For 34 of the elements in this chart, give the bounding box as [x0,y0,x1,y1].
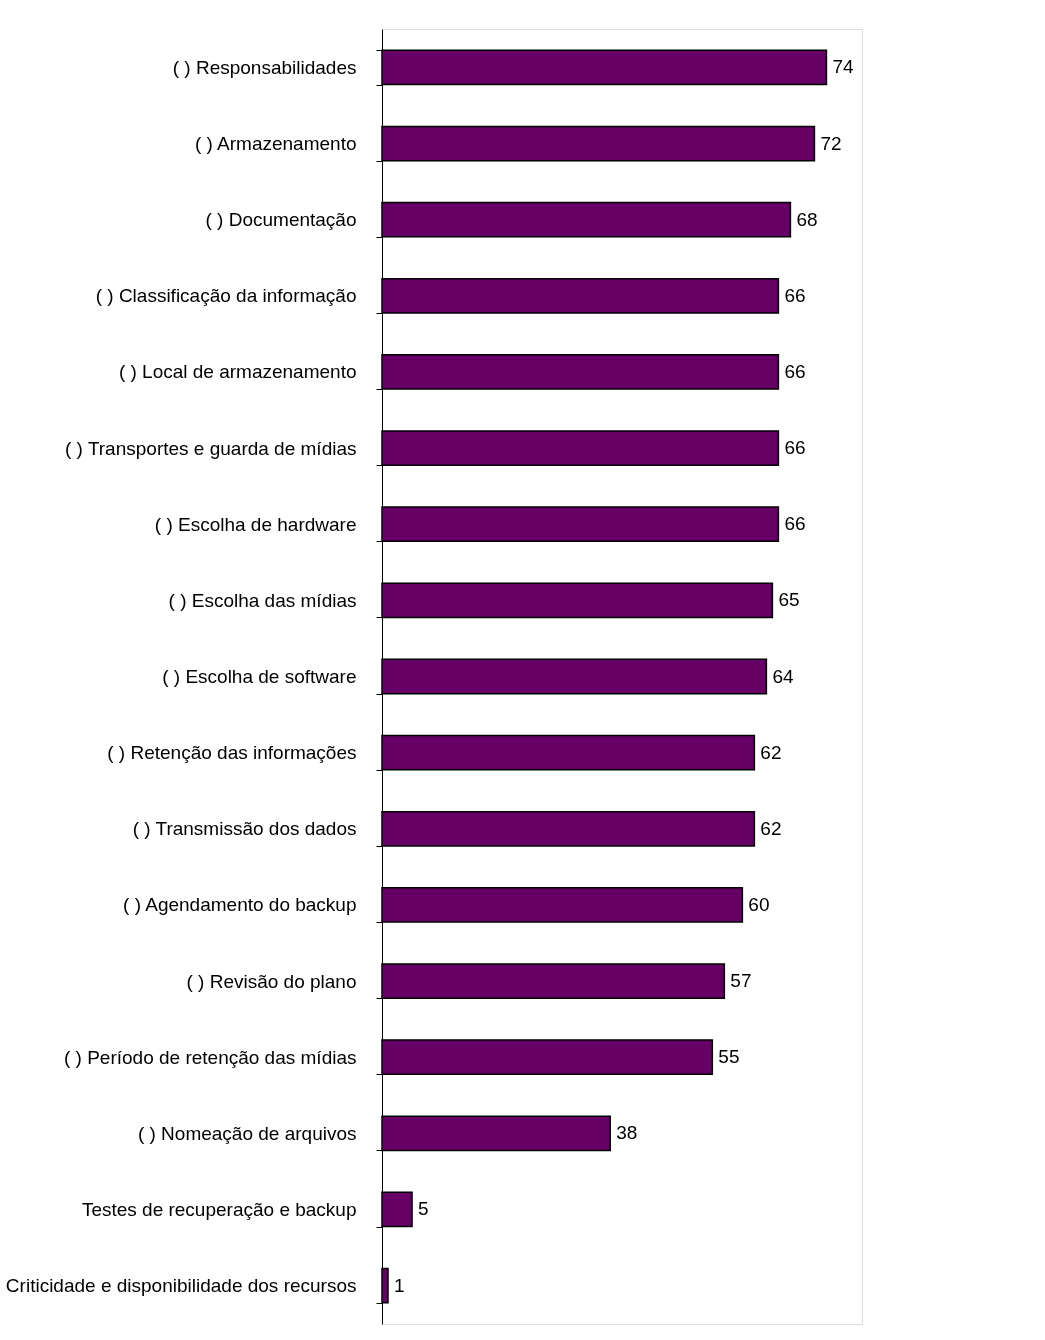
y-tick-label: Criticidade e disponibilidade dos recursos [5,1275,357,1297]
y-tick-label: Testes de recuperação e backup [81,1198,357,1220]
data-label: 5 [418,1198,429,1220]
data-label: 1 [394,1274,405,1296]
data-label: 68 [796,208,818,230]
y-tick-label: ( ) Agendamento do backup [123,894,357,916]
data-label: 65 [778,589,800,611]
data-label: 74 [832,56,855,78]
y-tick-label: ( ) Documentação [205,209,357,231]
data-label: 60 [748,893,770,915]
y-tick-label: ( ) Classificação da informação [95,285,357,307]
y-tick-label: ( ) Local de armazenamento [118,361,357,383]
y-tick-label: ( ) Escolha de software [162,666,357,687]
data-label: 62 [760,817,782,839]
y-tick-label: ( ) Nomeação de arquivos [137,1122,357,1144]
data-label: 57 [730,970,752,992]
y-tick-label: ( ) Transportes e guarda de mídias [65,437,357,459]
data-label: 66 [784,513,806,535]
data-label: 62 [760,741,782,763]
y-tick-label: ( ) Escolha das mídias [168,589,357,611]
y-tick-label: ( ) Retenção das informações [107,742,357,764]
data-label: 66 [784,360,806,382]
y-tick-label: ( ) Responsabilidades [172,56,357,78]
y-tick-label: ( ) Escolha de hardware [154,513,357,535]
data-label: 66 [784,284,806,306]
data-label: 55 [718,1046,740,1068]
y-tick-label: ( ) Transmissão dos dados [132,818,357,840]
y-tick-label: ( ) Armazenamento [194,133,357,155]
data-label: 66 [784,437,806,459]
data-label: 64 [772,665,794,687]
y-tick-label: ( ) Revisão do plano [186,970,357,992]
data-label: 72 [820,132,842,154]
data-label: 38 [616,1122,638,1144]
y-tick-label: ( ) Período de retenção das mídias [63,1046,357,1068]
